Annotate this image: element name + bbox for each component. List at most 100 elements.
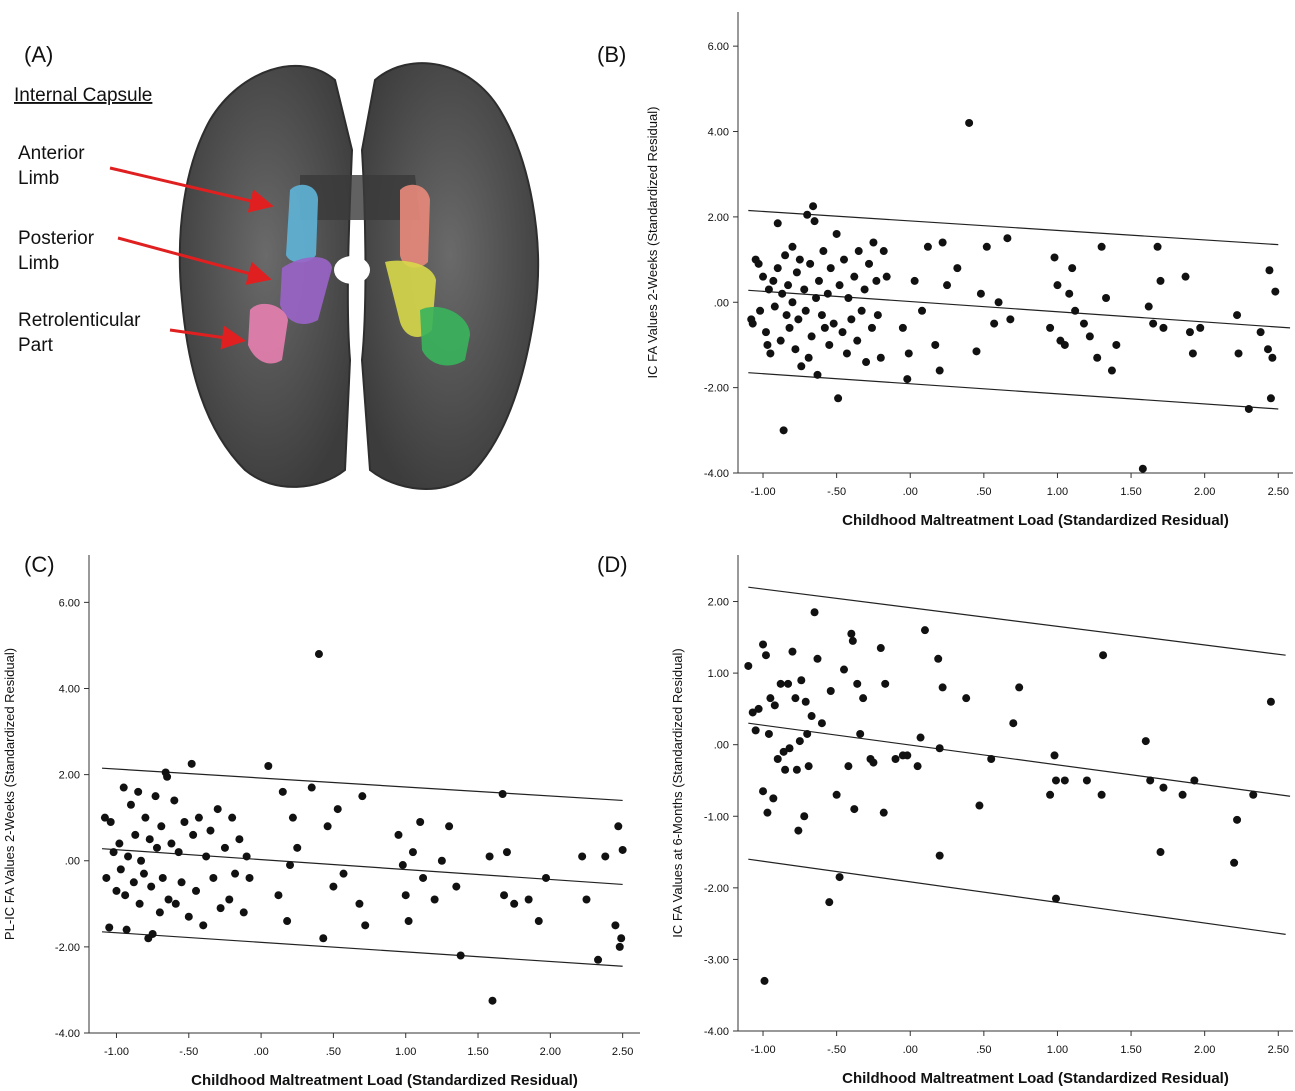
point [803, 729, 812, 738]
point [788, 647, 797, 656]
point [814, 276, 823, 285]
point [1097, 790, 1106, 799]
point [1265, 266, 1274, 275]
point [835, 873, 844, 882]
point [823, 289, 832, 298]
point [748, 708, 757, 717]
fit-line [101, 931, 623, 967]
point [145, 835, 154, 844]
annotation: Retrolenticular [18, 310, 141, 331]
point [835, 281, 844, 290]
point [148, 929, 157, 938]
point [147, 882, 156, 891]
point [617, 934, 626, 943]
y-tick-label: .00 [714, 740, 729, 752]
y-tick-label: 4.00 [708, 127, 729, 139]
point [844, 293, 853, 302]
x-axis-label: Childhood Maltreatment Load (Standardize… [191, 1072, 578, 1089]
point [199, 921, 208, 930]
point [106, 817, 115, 826]
point [962, 694, 971, 703]
point [920, 626, 929, 635]
point [773, 219, 782, 228]
point [847, 315, 856, 324]
point [278, 787, 287, 796]
point [216, 904, 225, 913]
point [779, 426, 788, 435]
x-tick-label: 2.50 [1268, 1044, 1289, 1056]
point [339, 869, 348, 878]
point [879, 808, 888, 817]
point [202, 852, 211, 861]
point [1051, 776, 1060, 785]
x-tick-label: 1.50 [467, 1046, 488, 1058]
annotation: Posterior [18, 228, 95, 249]
point [773, 264, 782, 273]
point [534, 917, 543, 926]
y-tick-label: -4.00 [55, 1028, 80, 1040]
point [1051, 894, 1060, 903]
point [502, 848, 511, 857]
point [134, 787, 143, 796]
point [761, 651, 770, 660]
panel-label: (C) [24, 552, 55, 577]
point [1050, 751, 1059, 760]
x-tick-label: -1.00 [750, 1044, 775, 1056]
point [869, 758, 878, 767]
y-tick-label: 6.00 [708, 41, 729, 53]
point [206, 826, 215, 835]
point [614, 822, 623, 831]
point [1053, 281, 1062, 290]
point [264, 762, 273, 771]
y-tick-label: 1.00 [708, 668, 729, 680]
point [135, 899, 144, 908]
point [834, 394, 843, 403]
point [578, 852, 587, 861]
point [761, 328, 770, 337]
point [751, 726, 760, 735]
point [916, 733, 925, 742]
point [329, 882, 338, 891]
panel-label: (B) [597, 42, 626, 67]
point [825, 340, 834, 349]
fit-line [748, 858, 1286, 935]
point [770, 701, 779, 710]
point [1099, 651, 1108, 660]
point [228, 813, 237, 822]
point [867, 323, 876, 332]
point [859, 694, 868, 703]
point [452, 882, 461, 891]
point [213, 805, 222, 814]
x-tick-label: -.50 [827, 1044, 846, 1056]
point [358, 792, 367, 801]
point [615, 942, 624, 951]
point [498, 790, 507, 798]
point [618, 845, 627, 854]
point [445, 822, 454, 831]
point [1271, 287, 1280, 296]
point [935, 744, 944, 753]
point [848, 636, 857, 645]
point [355, 899, 364, 908]
point [819, 247, 828, 256]
point [776, 679, 785, 688]
y-tick-label: -1.00 [704, 811, 729, 823]
point [744, 661, 753, 670]
point [788, 242, 797, 251]
point [807, 712, 816, 721]
point [1107, 366, 1116, 375]
point [398, 861, 407, 870]
x-tick-label: -1.00 [104, 1046, 129, 1058]
x-axis-label: Childhood Maltreatment Load (Standardize… [842, 1070, 1229, 1087]
point [1185, 328, 1194, 337]
point [994, 298, 1003, 307]
point [1060, 776, 1069, 785]
point [770, 302, 779, 311]
point [1009, 719, 1018, 728]
point [314, 650, 323, 659]
point [923, 242, 932, 251]
point [116, 865, 125, 874]
annotation: Limb [18, 168, 59, 189]
point [155, 908, 164, 917]
point [792, 765, 801, 774]
